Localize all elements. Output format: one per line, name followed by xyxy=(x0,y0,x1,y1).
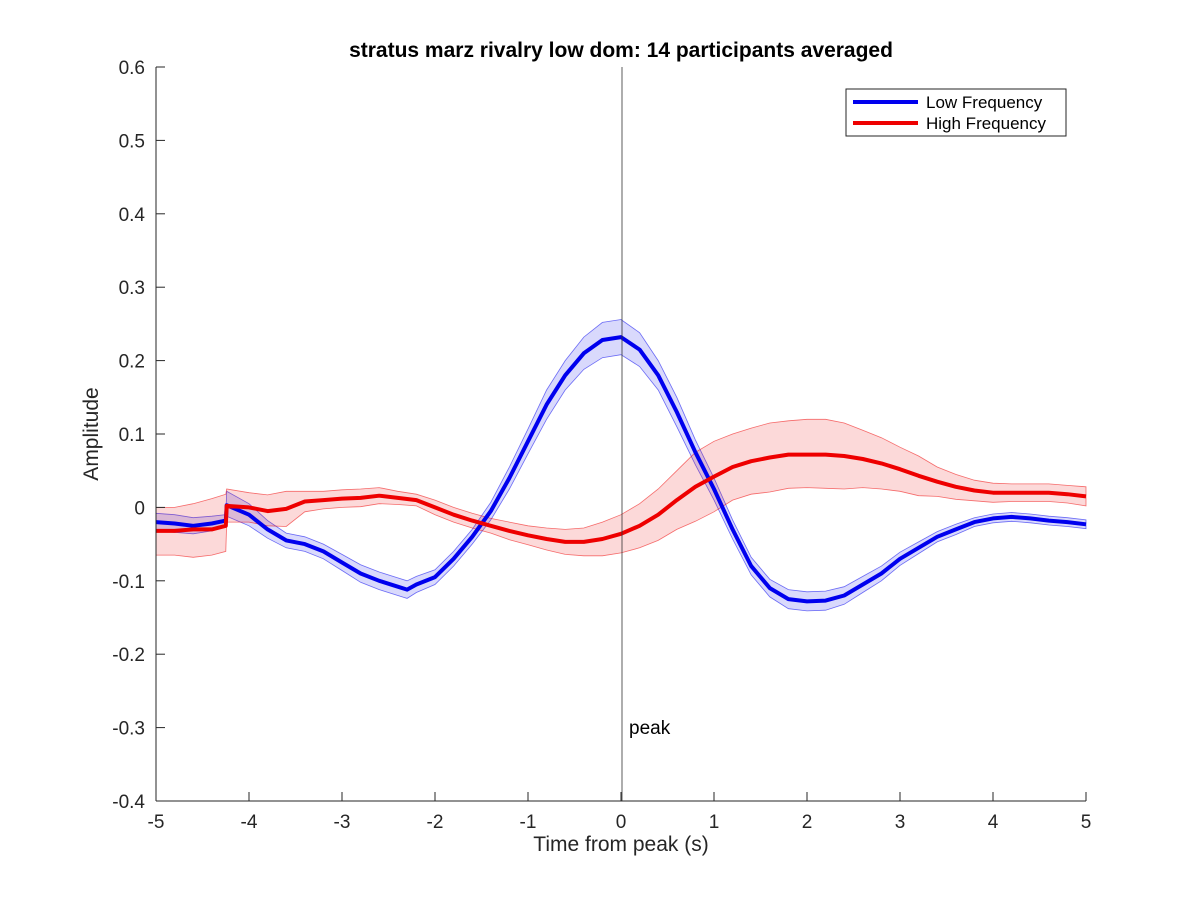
y-tick-label: 0.6 xyxy=(119,58,145,79)
series-line-low-frequency xyxy=(155,335,1087,604)
y-tick-label: 0.3 xyxy=(119,278,145,299)
x-tick-label: -5 xyxy=(148,812,165,833)
x-axis-label: Time from peak (s) xyxy=(533,833,708,856)
y-axis-label: Amplitude xyxy=(80,387,103,480)
x-tick-label: -2 xyxy=(427,812,444,833)
x-tick-label: -3 xyxy=(334,812,351,833)
x-tick-label: -1 xyxy=(520,812,537,833)
axes: -5 -4 -3 -2 -1 0 1 2 3 4 5 0.6 0.5 0.4 0.3 0.2 0.1 0 -0.1 -… xyxy=(112,58,1091,833)
band-low-frequency xyxy=(155,319,1087,612)
x-tick-label: 4 xyxy=(988,812,999,833)
legend-box xyxy=(845,88,1067,137)
x-tick-label: 1 xyxy=(709,812,720,833)
y-tick-label: -0.4 xyxy=(112,792,145,813)
y-tick-label: 0.5 xyxy=(119,131,145,152)
y-tick-label: 0.1 xyxy=(119,425,145,446)
legend: Low Frequency High Frequency xyxy=(845,88,1067,137)
x-tick-label: 5 xyxy=(1081,812,1092,833)
series-lines xyxy=(155,335,1087,604)
y-tick-label: -0.1 xyxy=(112,572,145,593)
legend-label-low-frequency: Low Frequency xyxy=(926,93,1043,112)
y-tick-label: -0.2 xyxy=(112,645,145,666)
x-tick-label: 0 xyxy=(616,812,627,833)
x-tick-label: -4 xyxy=(241,812,258,833)
confidence-bands xyxy=(155,319,1087,612)
legend-label-high-frequency: High Frequency xyxy=(926,114,1047,133)
band-high-frequency xyxy=(155,418,1087,558)
x-tick-label: 2 xyxy=(802,812,813,833)
y-tick-label: -0.3 xyxy=(112,719,145,740)
chart-title: stratus marz rivalry low dom: 14 partici… xyxy=(349,39,893,62)
y-tick-label: 0.4 xyxy=(119,205,146,226)
y-tick-label: 0 xyxy=(134,498,145,519)
x-tick-label: 3 xyxy=(895,812,906,833)
peak-annotation: peak xyxy=(629,718,671,739)
series-line-high-frequency xyxy=(156,452,1087,544)
y-tick-label: 0.2 xyxy=(119,352,145,373)
